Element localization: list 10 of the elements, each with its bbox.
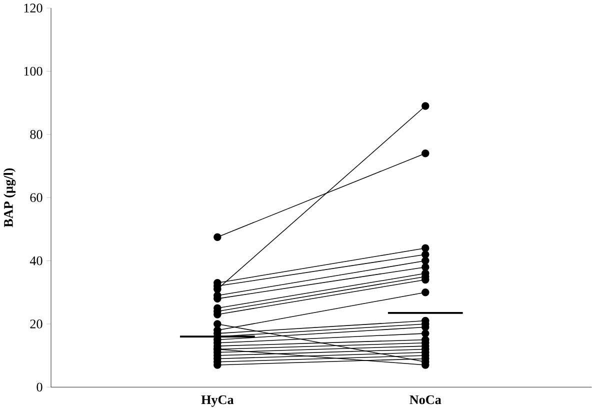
y-tick-label: 40 xyxy=(30,256,42,266)
x-tick-label: HyCa xyxy=(201,396,234,408)
y-tick-label: 80 xyxy=(30,130,42,140)
y-tick-label: 0 xyxy=(36,382,42,392)
x-tick-label: NoCa xyxy=(410,396,442,404)
y-tick-label: 20 xyxy=(30,320,42,329)
y-tick-label: 60 xyxy=(30,193,42,202)
y-tick-label: 100 xyxy=(24,67,42,76)
y-tick-label: 120 xyxy=(24,4,42,13)
y-axis-title: BAP (µg/l) xyxy=(4,168,16,228)
